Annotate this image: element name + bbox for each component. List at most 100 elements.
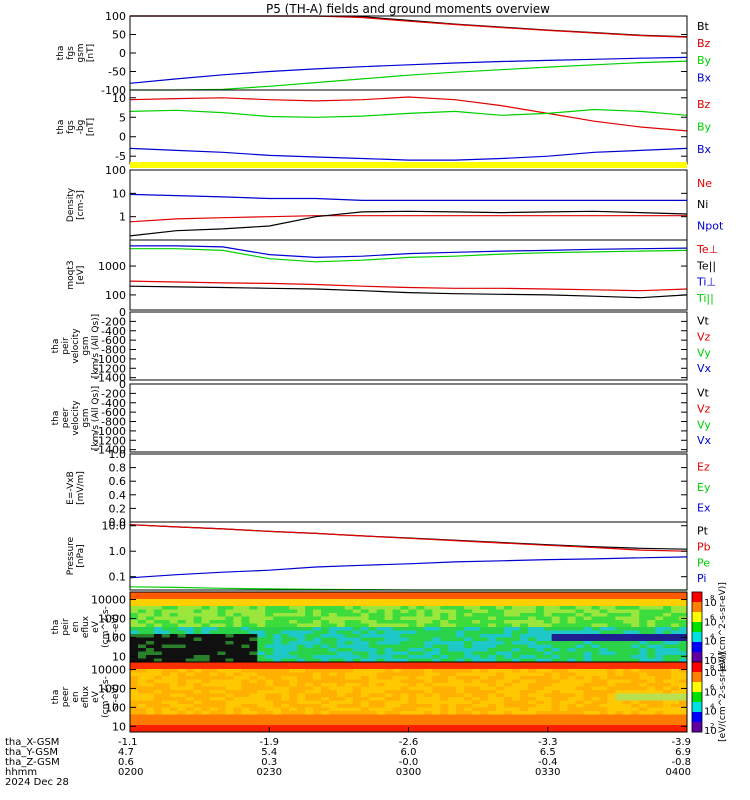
heatmap-cell: [400, 679, 409, 684]
heatmap-cell: [464, 599, 473, 603]
heatmap-cell: [623, 690, 632, 694]
heatmap-cell: [456, 620, 465, 624]
heatmap-cell: [607, 602, 616, 607]
heatmap-cell: [130, 609, 139, 614]
heatmap-cell: [352, 700, 362, 705]
heatmap-cell: [448, 637, 457, 642]
heatmap-cell: [241, 669, 250, 673]
heatmap-cell: [344, 634, 354, 638]
heatmap-cell: [607, 595, 616, 600]
heatmap-cell: [527, 623, 537, 628]
heatmap-cell: [305, 644, 314, 649]
heatmap-cell: [273, 644, 282, 649]
heatmap-cell: [225, 728, 234, 733]
heatmap-cell: [153, 700, 163, 705]
heatmap-cell: [392, 641, 401, 645]
heatmap-cell: [145, 599, 155, 603]
heatmap-cell: [193, 620, 203, 624]
heatmap-cell: [480, 711, 489, 715]
heatmap-cell: [384, 714, 393, 719]
heatmap-cell: [336, 613, 346, 617]
ytick-label: 0.0: [109, 516, 127, 529]
heatmap-cell: [504, 602, 513, 607]
heatmap-cell: [257, 623, 266, 628]
heatmap-cell: [138, 609, 147, 614]
heatmap-cell: [138, 644, 147, 649]
heatmap-cell: [360, 693, 370, 698]
heatmap-cell: [456, 655, 465, 659]
heatmap-cell: [177, 707, 187, 712]
heatmap-cell: [591, 669, 600, 673]
heatmap-cell: [480, 672, 489, 677]
heatmap-cell: [400, 700, 409, 705]
heatmap-cell: [169, 700, 179, 705]
heatmap-cell: [392, 704, 401, 708]
heatmap-cell: [623, 641, 632, 645]
heatmap-cell: [511, 665, 521, 670]
heatmap-cell: [551, 728, 561, 733]
heatmap-cell: [527, 693, 537, 698]
heatmap-cell: [615, 641, 624, 645]
heatmap-cell: [130, 623, 139, 628]
legend-entry-Te⊥: Te⊥: [696, 243, 718, 256]
heatmap-cell: [543, 679, 553, 684]
heatmap-cell: [400, 690, 409, 694]
heatmap-cell: [519, 679, 529, 684]
heatmap-cell: [496, 651, 505, 656]
heatmap-cell: [360, 606, 370, 610]
heatmap-cell: [241, 686, 250, 691]
heatmap-cell: [511, 609, 521, 614]
legend-entry-Pb: Pb: [697, 540, 711, 553]
heatmap-cell: [360, 721, 370, 726]
heatmap-cell: [328, 711, 338, 715]
heatmap-cell: [368, 592, 378, 596]
heatmap-cell: [400, 651, 409, 656]
heatmap-cell: [313, 602, 322, 607]
heatmap-cell: [671, 641, 680, 645]
heatmap-cell: [145, 721, 155, 726]
heatmap-cell: [575, 658, 584, 663]
heatmap-cell: [249, 662, 258, 666]
heatmap-cell: [400, 707, 409, 712]
heatmap-cell: [567, 602, 576, 607]
heatmap-cell: [281, 634, 290, 638]
heatmap-cell: [169, 672, 179, 677]
heatmap-cell: [456, 623, 465, 628]
heatmap-cell: [583, 662, 592, 666]
heatmap-cell: [519, 609, 529, 614]
heatmap-cell: [424, 711, 433, 715]
heatmap-cell: [575, 609, 584, 614]
heatmap-cell: [376, 676, 386, 680]
heatmap-cell: [241, 644, 250, 649]
heatmap-cell: [527, 644, 537, 649]
heatmap-cell: [543, 655, 553, 659]
heatmap-cell: [130, 704, 139, 708]
heatmap-cell: [679, 718, 688, 722]
ylabel-line: fgs: [66, 46, 76, 60]
heatmap-cell: [448, 641, 457, 645]
heatmap-cell: [655, 669, 664, 673]
heatmap-cell: [623, 711, 632, 715]
heatmap-cell: [201, 686, 210, 691]
heatmap-cell: [424, 658, 433, 663]
heatmap-cell: [138, 711, 147, 715]
heatmap-cell: [416, 676, 425, 680]
heatmap-cell: [543, 595, 553, 600]
heatmap-cell: [336, 683, 346, 687]
heatmap-cell: [209, 627, 218, 631]
heatmap-cell: [535, 609, 545, 614]
heatmap-cell: [575, 620, 584, 624]
heatmap-cell: [305, 718, 314, 722]
heatmap-cell: [313, 620, 322, 624]
heatmap-cell: [289, 651, 298, 656]
heatmap-cell: [535, 651, 545, 656]
heatmap-cell: [456, 627, 465, 631]
heatmap-cell: [233, 707, 242, 712]
heatmap-cell: [241, 602, 250, 607]
heatmap-cell: [384, 613, 393, 617]
heatmap-cell: [225, 718, 234, 722]
heatmap-cell: [138, 637, 147, 642]
heatmap-cell: [408, 711, 417, 715]
heatmap-cell: [281, 648, 290, 652]
